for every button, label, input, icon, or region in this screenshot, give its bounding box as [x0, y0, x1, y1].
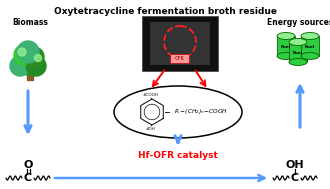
- Circle shape: [26, 56, 46, 76]
- Ellipse shape: [289, 39, 307, 46]
- Ellipse shape: [277, 53, 295, 60]
- Text: R $-$(CH$_2$)$_n$$-$COOH: R $-$(CH$_2$)$_n$$-$COOH: [174, 106, 228, 115]
- Text: Oxytetracycline fermentation broth residue: Oxytetracycline fermentation broth resid…: [53, 7, 277, 16]
- Circle shape: [18, 48, 26, 56]
- Bar: [289, 42, 307, 62]
- Bar: [150, 22, 210, 65]
- Bar: [142, 16, 218, 71]
- Ellipse shape: [301, 53, 319, 60]
- Circle shape: [35, 54, 42, 61]
- Ellipse shape: [277, 33, 295, 40]
- Text: Energy sources: Energy sources: [267, 18, 330, 27]
- Text: O: O: [23, 160, 33, 170]
- Ellipse shape: [301, 33, 319, 40]
- Text: OFR: OFR: [175, 57, 185, 61]
- Text: #OH: #OH: [146, 127, 156, 131]
- Circle shape: [10, 56, 30, 76]
- FancyBboxPatch shape: [171, 54, 189, 64]
- Circle shape: [17, 41, 39, 63]
- Bar: [277, 36, 295, 56]
- Circle shape: [15, 49, 41, 75]
- Text: C: C: [291, 173, 299, 183]
- Text: OH: OH: [286, 160, 304, 170]
- Ellipse shape: [289, 59, 307, 66]
- Text: Fuel: Fuel: [293, 51, 303, 55]
- Text: Biomass: Biomass: [12, 18, 48, 27]
- Text: Fuel: Fuel: [281, 45, 291, 49]
- Text: #COOH: #COOH: [143, 93, 159, 97]
- Text: Hf-OFR catalyst: Hf-OFR catalyst: [138, 152, 218, 160]
- Circle shape: [24, 47, 44, 67]
- Text: C: C: [24, 173, 32, 183]
- Polygon shape: [27, 73, 33, 80]
- Bar: [301, 36, 319, 56]
- Ellipse shape: [114, 86, 242, 138]
- Text: Fuel: Fuel: [305, 45, 315, 49]
- Circle shape: [14, 45, 34, 65]
